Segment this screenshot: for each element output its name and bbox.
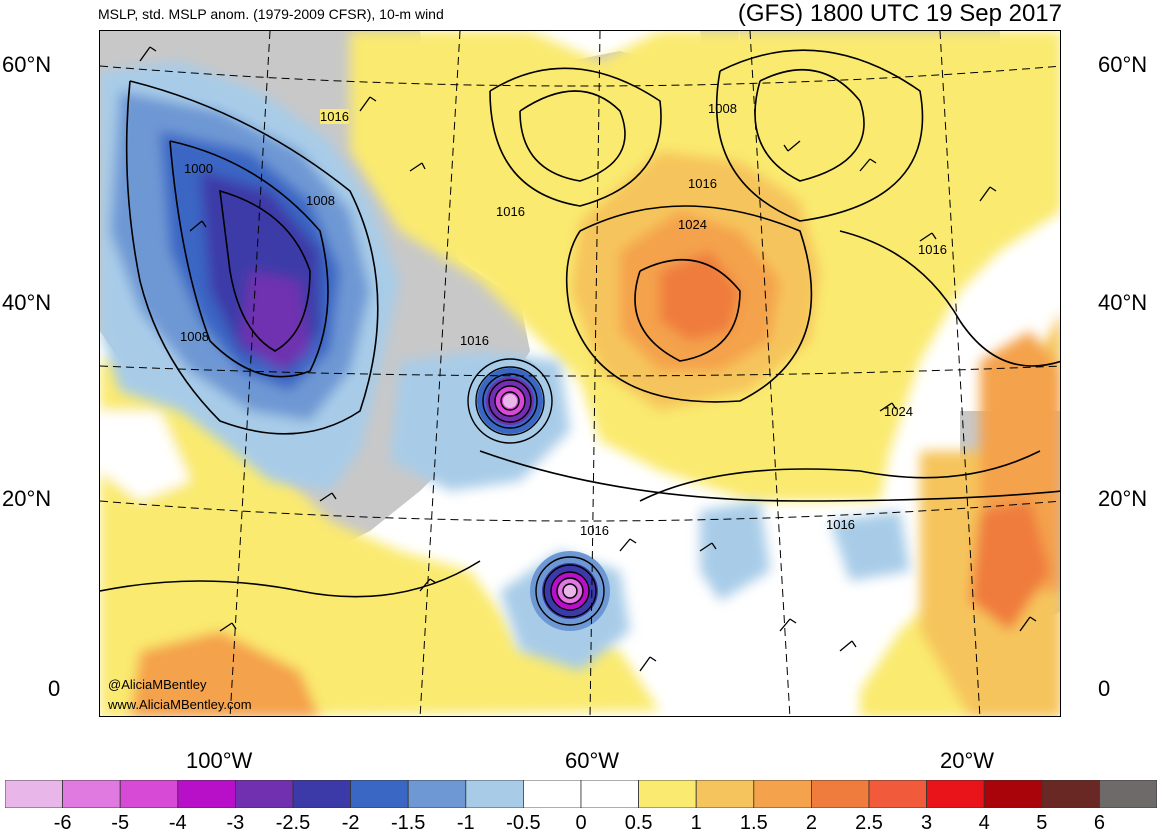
- graticule: [100, 31, 1060, 716]
- colorbar-swatch: [811, 780, 870, 808]
- isobar-label: 1000: [184, 161, 213, 176]
- colorbar-swatch: [177, 780, 236, 808]
- isobar-label: 1024: [884, 404, 913, 419]
- wind-barbs: [139, 46, 1037, 672]
- lon-label-20w: 20°W: [940, 748, 995, 773]
- isobar-label: 1016: [460, 333, 489, 348]
- anomaly-colorbar: [5, 780, 1157, 808]
- colorbar-tick-label: 2: [805, 812, 817, 834]
- isobar-label: 1016: [320, 109, 349, 124]
- colorbar-tick-label: -0.5: [506, 812, 541, 834]
- map-datetime: (GFS) 1800 UTC 19 Sep 2017: [737, 0, 1062, 27]
- colorbar-swatch: [695, 780, 755, 808]
- colorbar-tick-label: 5: [1036, 812, 1048, 834]
- colorbar-tick-label: 4: [978, 812, 990, 834]
- colorbar-tick-label: 0: [575, 812, 587, 834]
- hurricane-isobars: [467, 358, 605, 626]
- colorbar-swatch: [753, 780, 812, 808]
- hurricane-jose: [465, 356, 555, 446]
- isobars: [100, 49, 1060, 598]
- colorbar-tick-label: -1.5: [390, 812, 426, 834]
- map-title: MSLP, std. MSLP anom. (1979-2009 CFSR), …: [98, 6, 444, 22]
- colorbar-swatch: [638, 780, 697, 808]
- colorbar-tick-label: -4: [168, 812, 187, 834]
- lat-label-20n-left: 20°N: [2, 486, 52, 511]
- lat-label-20n-right: 20°N: [1098, 486, 1148, 511]
- colorbar-swatch: [465, 780, 524, 808]
- colorbar-tick-label: 2.5: [855, 812, 883, 834]
- colorbar-tick-label: -2.5: [275, 812, 311, 834]
- isobar-label: 1016: [580, 523, 609, 538]
- lat-label-40n-right: 40°N: [1098, 290, 1148, 315]
- colorbar-swatch: [5, 780, 63, 808]
- colorbar-swatch: [523, 780, 582, 808]
- lat-label-40n-left: 40°N: [2, 290, 52, 315]
- colorbar-swatch: [407, 780, 467, 808]
- isobar-label: 1016: [496, 204, 525, 219]
- lon-label-100w: 100°W: [186, 748, 253, 773]
- colorbar-swatch: [62, 780, 121, 808]
- colorbar-swatch: [868, 780, 927, 808]
- colorbar-swatch: [350, 780, 409, 808]
- colorbar-swatch: [1099, 780, 1157, 808]
- lat-label-0-left: 0: [48, 676, 61, 701]
- isobar-label: 1008: [180, 329, 209, 344]
- isobar-label: 1008: [708, 101, 737, 116]
- hurricane-maria: [530, 551, 610, 631]
- colorbar-swatch: [926, 780, 985, 808]
- credit-handle: @AliciaMBentley: [108, 677, 207, 692]
- colorbar-tick-label: 1.5: [739, 812, 768, 834]
- colorbar-tick-label: -1: [456, 812, 475, 834]
- colorbar-swatch: [1041, 780, 1100, 808]
- isobar-label: 1024: [678, 217, 707, 232]
- isobar-label: 1016: [918, 242, 947, 257]
- colorbar-swatch: [234, 780, 294, 808]
- lat-label-60n-left: 60°N: [2, 52, 52, 77]
- isobar-label: 1008: [306, 193, 335, 208]
- colorbar-tick-label: -2: [341, 812, 360, 834]
- colorbar-swatch: [580, 780, 639, 808]
- isobar-label: 1016: [826, 517, 855, 532]
- colorbar-swatch: [292, 780, 351, 808]
- colorbar-swatch: [119, 780, 179, 808]
- isobar-label: 1016: [688, 176, 717, 191]
- colorbar-swatch: [983, 780, 1043, 808]
- colorbar-tick-label: 3: [921, 812, 933, 834]
- credit-website[interactable]: www.AliciaMBentley.com: [108, 697, 252, 712]
- lon-label-60w: 60°W: [565, 748, 620, 773]
- colorbar-tick-label: -6: [53, 812, 72, 834]
- colorbar-tick-label: -5: [111, 812, 130, 834]
- map-canvas: [100, 31, 1060, 716]
- colorbar-tick-label: 1: [690, 812, 702, 834]
- colorbar-tick-label: 0.5: [624, 812, 653, 834]
- lat-label-60n-right: 60°N: [1098, 52, 1148, 77]
- map-panel: 1016 1000 1008 1008 1016 1016 1008 1016 …: [99, 30, 1061, 717]
- colorbar-tick-label: -3: [226, 812, 245, 834]
- lat-label-0-right: 0: [1098, 676, 1111, 701]
- colorbar-tick-label: 6: [1093, 812, 1105, 834]
